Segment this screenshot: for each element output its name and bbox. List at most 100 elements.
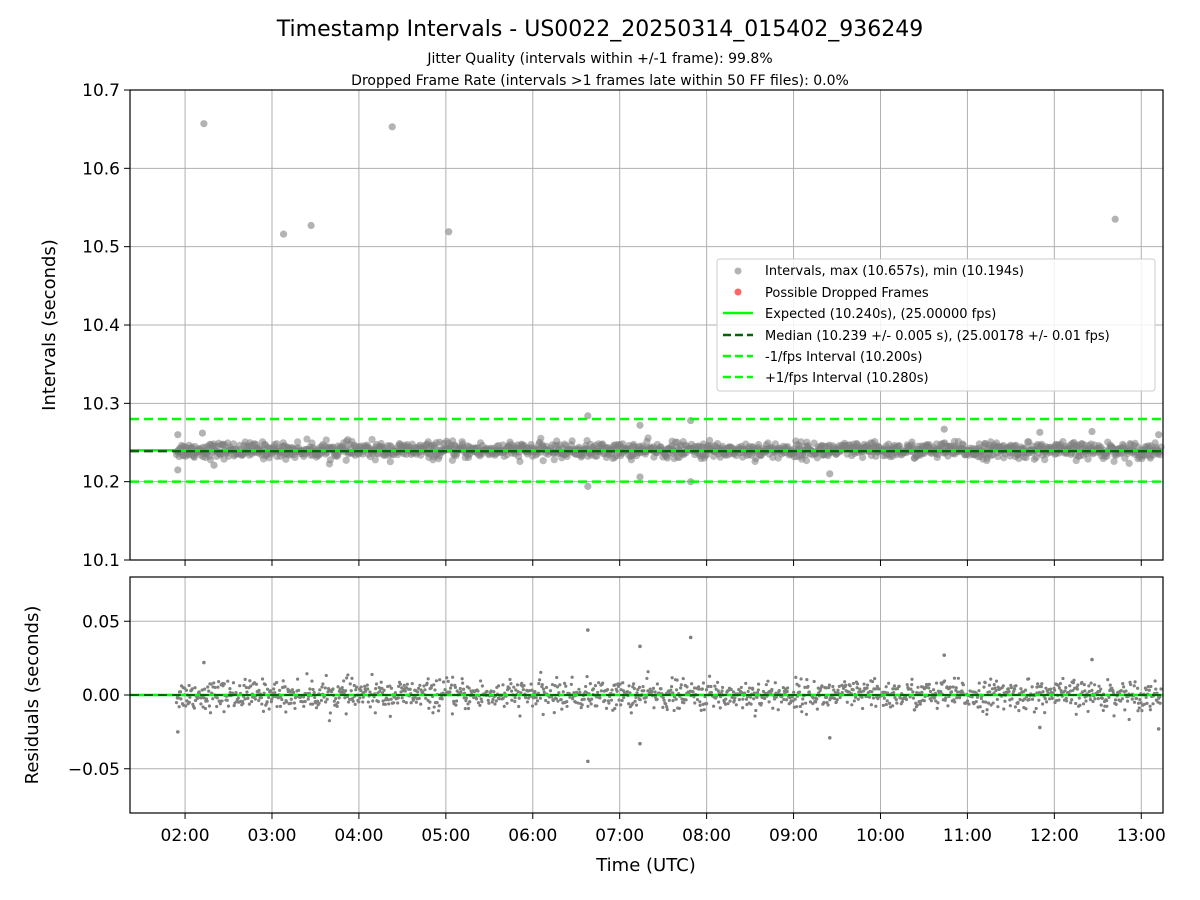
residual-point [971,690,975,694]
residual-point [884,702,888,707]
x-tick-label: 10:00 [856,826,905,846]
residual-point [814,700,818,704]
residual-point [1130,697,1134,701]
residual-point [418,683,422,687]
residual-point [1065,699,1069,703]
residual-point [720,685,725,690]
residual-point [1044,686,1048,690]
residual-point [918,702,922,706]
residual-point [825,700,829,705]
residual-point [699,708,703,713]
residual-point [788,696,792,700]
residual-point [260,677,265,681]
residual-point [535,699,540,703]
residual-point [1071,681,1075,685]
residual-point [178,690,183,694]
interval-point [294,438,302,446]
residual-point [820,684,824,688]
residual-point [701,681,706,685]
residual-point [827,683,832,687]
residual-point [273,691,277,695]
residual-point [579,705,583,710]
interval-point [537,434,545,442]
residual-point [759,701,764,705]
residual-point [767,700,771,704]
residual-point [426,677,430,681]
residual-point [192,706,196,710]
residual-point [622,695,626,700]
residual-point [416,690,420,694]
residual-point [885,699,889,703]
x-tick-label: 07:00 [595,826,644,846]
intervals-y-ticks: 10.1 10.2 10.3 10.4 10.5 10.6 10.7 [82,81,130,571]
residuals-x-ticks: 02:00 03:00 04:00 05:00 06:00 07:00 08:00 09:00… [161,813,1166,846]
residual-point [463,707,467,711]
residual-point [332,699,336,703]
residual-point [1077,696,1081,700]
residual-point [892,690,896,695]
residual-point [808,700,813,704]
residual-point [822,700,826,705]
residual-point [1134,696,1139,701]
residual-point [472,695,476,700]
residual-point [702,708,706,712]
residual-point [1136,686,1140,690]
residual-point [400,696,404,700]
residual-point [615,689,619,693]
residual-point [370,672,374,677]
residual-point [887,681,891,685]
residual-outlier-point [176,730,180,734]
residual-point [871,696,876,700]
residual-point [757,682,761,686]
residual-point [712,704,716,708]
residual-point [201,705,205,709]
residual-point [843,680,847,684]
residual-point [646,670,650,674]
residual-point [462,687,466,691]
residual-point [207,689,211,693]
residual-point [524,696,528,700]
residual-point [873,676,877,681]
residual-point [707,674,712,678]
residual-point [840,690,844,695]
residual-point [1048,697,1052,701]
residual-point [709,684,713,689]
residual-point [784,698,789,702]
residual-point [1087,684,1091,688]
residual-point [927,686,931,690]
residual-point [1076,683,1080,687]
residual-point [1133,680,1137,684]
interval-point [516,457,524,466]
residual-point [518,714,522,718]
residual-point [1127,717,1131,722]
residual-outlier-point [942,653,947,657]
residual-point [517,704,521,709]
residual-point [851,688,855,692]
residual-point [487,701,491,705]
residual-point [434,679,439,683]
residual-point [955,690,960,694]
residual-point [243,697,247,701]
residual-point [1105,699,1109,703]
residual-point [513,699,517,704]
interval-point [1125,459,1133,467]
residual-point [419,702,423,706]
residual-point [1096,697,1100,701]
residual-point [674,688,679,692]
residual-point [416,686,421,690]
residual-point [396,696,400,700]
residual-point [992,682,996,687]
residual-point [979,696,983,701]
residual-point [1008,704,1012,708]
residual-point [397,684,401,689]
residual-outlier-point [1038,725,1042,730]
residual-point [509,682,513,686]
residual-point [184,688,189,692]
residual-point [539,670,543,674]
interval-outlier-point [174,431,182,439]
residual-point [874,704,878,708]
residual-point [682,701,686,705]
residual-point [1113,698,1118,702]
residual-point [827,686,831,690]
residual-point [1003,699,1007,703]
